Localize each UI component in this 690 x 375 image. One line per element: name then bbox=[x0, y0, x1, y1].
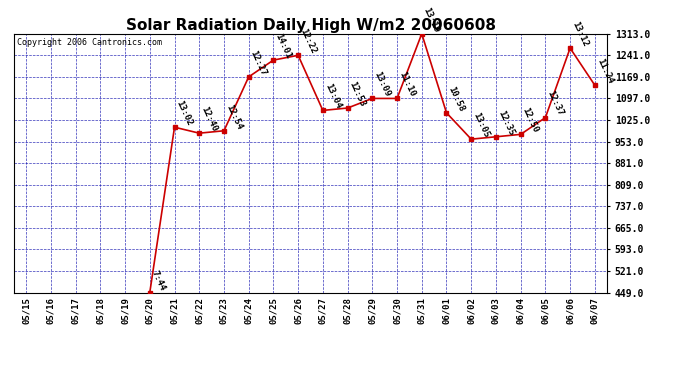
Text: 12:22: 12:22 bbox=[298, 27, 317, 56]
Text: 13:09: 13:09 bbox=[373, 70, 392, 99]
Text: 12:50: 12:50 bbox=[521, 106, 540, 134]
Text: 13:12: 13:12 bbox=[570, 20, 590, 48]
Text: 12:40: 12:40 bbox=[199, 105, 219, 133]
Text: 12:54: 12:54 bbox=[224, 103, 244, 131]
Text: 13:04: 13:04 bbox=[323, 82, 342, 110]
Text: 11:24: 11:24 bbox=[595, 57, 614, 85]
Text: 13:19: 13:19 bbox=[422, 6, 442, 34]
Text: 11:10: 11:10 bbox=[397, 70, 417, 99]
Text: 13:05: 13:05 bbox=[471, 111, 491, 139]
Text: 12:53: 12:53 bbox=[348, 80, 367, 108]
Text: 12:37: 12:37 bbox=[545, 90, 565, 118]
Text: 10:58: 10:58 bbox=[446, 85, 466, 113]
Title: Solar Radiation Daily High W/m2 20060608: Solar Radiation Daily High W/m2 20060608 bbox=[126, 18, 495, 33]
Text: 13:02: 13:02 bbox=[175, 99, 194, 127]
Text: 7:44: 7:44 bbox=[150, 269, 167, 292]
Text: Copyright 2006 Cantronics.com: Copyright 2006 Cantronics.com bbox=[17, 38, 161, 46]
Text: 12:35: 12:35 bbox=[496, 109, 515, 137]
Text: 14:01: 14:01 bbox=[273, 32, 293, 60]
Text: 12:27: 12:27 bbox=[248, 49, 268, 77]
